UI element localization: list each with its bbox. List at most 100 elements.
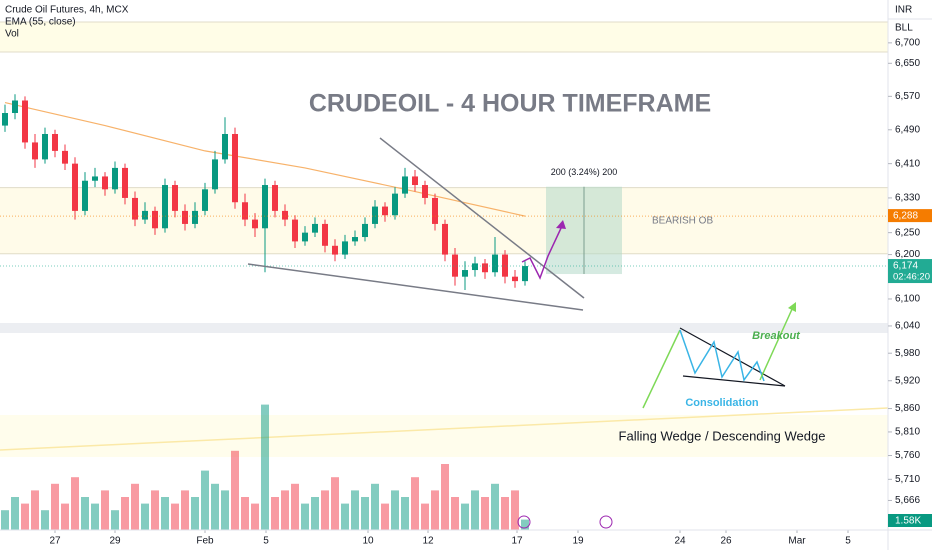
volume-bar bbox=[461, 503, 469, 530]
volume-bar bbox=[61, 503, 69, 530]
volume-bar bbox=[451, 497, 459, 530]
price-label: 6,174 bbox=[893, 261, 918, 272]
volume-bar bbox=[241, 497, 249, 530]
volume-bar bbox=[511, 490, 519, 530]
volume-bar bbox=[261, 404, 269, 530]
axis-layer: 6,700 6,650 6,570 6,490 6,410 6,330 6,250 6,200… bbox=[49, 37, 932, 547]
candle-body bbox=[212, 159, 218, 190]
price-label-bg bbox=[888, 209, 932, 223]
countdown: 02:46:20 bbox=[893, 272, 930, 283]
volume-bar bbox=[271, 497, 279, 530]
volume-bar bbox=[351, 490, 359, 530]
y-tick-label: 6,330 bbox=[895, 193, 920, 204]
y-tick-label: 5,860 bbox=[895, 403, 920, 414]
candle-body bbox=[362, 223, 368, 238]
x-tick-label: Mar bbox=[788, 536, 806, 547]
chart-title: CRUDEOIL - 4 HOUR TIMEFRAME bbox=[309, 90, 711, 118]
candle-body bbox=[32, 142, 38, 160]
volume-bar bbox=[341, 503, 349, 530]
y-tick-label: 6,200 bbox=[895, 249, 920, 260]
candle-body bbox=[372, 206, 378, 224]
y-tick-label: 5,710 bbox=[895, 474, 920, 485]
candle-body bbox=[172, 185, 178, 211]
unit: BLL bbox=[895, 23, 913, 34]
volume-bar bbox=[491, 483, 499, 530]
y-tick-label: 6,410 bbox=[895, 158, 920, 169]
candle-body bbox=[462, 270, 468, 277]
candle-body bbox=[322, 223, 328, 246]
candle-body bbox=[42, 133, 48, 160]
candle-body bbox=[432, 197, 438, 224]
candle-body bbox=[182, 210, 188, 224]
candle-body bbox=[272, 185, 278, 211]
y-tick-label: 6,570 bbox=[895, 91, 920, 102]
inset-arrow bbox=[788, 302, 796, 312]
volume-bar bbox=[441, 464, 449, 530]
volume-bar bbox=[111, 510, 119, 530]
measure-label: 200 (3.24%) 200 bbox=[551, 167, 618, 177]
lower-trendline bbox=[247, 263, 584, 311]
volume-bar bbox=[41, 510, 49, 530]
candle-body bbox=[252, 219, 258, 229]
volume-bar bbox=[171, 503, 179, 530]
inset-breakout bbox=[759, 306, 794, 381]
candle-body bbox=[202, 189, 208, 211]
candle-body bbox=[82, 180, 88, 211]
candle-body bbox=[422, 185, 428, 198]
marks: BEARISH OB 200 (3.24%) 200 bbox=[0, 94, 888, 530]
candle-body bbox=[352, 237, 358, 242]
candle-body bbox=[102, 176, 108, 190]
volume-label-bg bbox=[888, 514, 932, 527]
y-tick-label: 6,100 bbox=[895, 294, 920, 305]
price-label-bg bbox=[888, 259, 932, 284]
candle-body bbox=[292, 219, 298, 242]
volume-bar bbox=[201, 470, 209, 530]
candle-body bbox=[442, 223, 448, 255]
candle-body bbox=[142, 210, 148, 220]
candle-body bbox=[392, 193, 398, 216]
x-tick-label: 5 bbox=[845, 536, 851, 547]
candle-body bbox=[512, 276, 518, 282]
volume-bar bbox=[301, 503, 309, 530]
candle-body bbox=[522, 266, 528, 282]
y-tick-label: 5,666 bbox=[895, 495, 920, 506]
candle-body bbox=[72, 163, 78, 211]
inset-breakout-label: Breakout bbox=[752, 330, 801, 342]
candle-body bbox=[192, 210, 198, 224]
volume-bar bbox=[391, 490, 399, 530]
volume-bar bbox=[421, 503, 429, 530]
volume-bar bbox=[121, 497, 129, 530]
y-tick-label: 5,760 bbox=[895, 450, 920, 461]
candle-body bbox=[282, 210, 288, 220]
inset-caption: Falling Wedge / Descending Wedge bbox=[619, 428, 826, 443]
volume-bar bbox=[401, 497, 409, 530]
volume-bar bbox=[411, 477, 419, 530]
y-tick-label: 6,700 bbox=[895, 37, 920, 48]
volume-bar bbox=[291, 483, 299, 530]
volume-bar bbox=[31, 490, 39, 530]
candle-body bbox=[122, 167, 128, 198]
supply-band bbox=[0, 22, 888, 52]
candle-body bbox=[482, 263, 488, 273]
volume-bar bbox=[151, 490, 159, 530]
bearish-ob-label: BEARISH OB bbox=[652, 215, 713, 226]
volume-bar bbox=[21, 503, 29, 530]
volume-bar bbox=[471, 490, 479, 530]
projection-path bbox=[521, 225, 563, 280]
inset-consolidation-label: Consolidation bbox=[685, 397, 759, 409]
candle-body bbox=[472, 263, 478, 271]
candle-body bbox=[52, 133, 58, 151]
candle-body bbox=[12, 100, 18, 114]
candle-body bbox=[112, 167, 118, 190]
y-tick-label: 5,980 bbox=[895, 348, 920, 359]
volume-bar bbox=[431, 490, 439, 530]
x-tick-label: 12 bbox=[422, 536, 434, 547]
event-icon bbox=[517, 515, 531, 529]
volume-bar bbox=[1, 510, 9, 530]
candle-body bbox=[412, 176, 418, 186]
volume-bar bbox=[251, 503, 259, 530]
candle-body bbox=[22, 100, 28, 143]
x-tick-label: Feb bbox=[196, 536, 214, 547]
y-tick-label: 5,810 bbox=[895, 427, 920, 438]
